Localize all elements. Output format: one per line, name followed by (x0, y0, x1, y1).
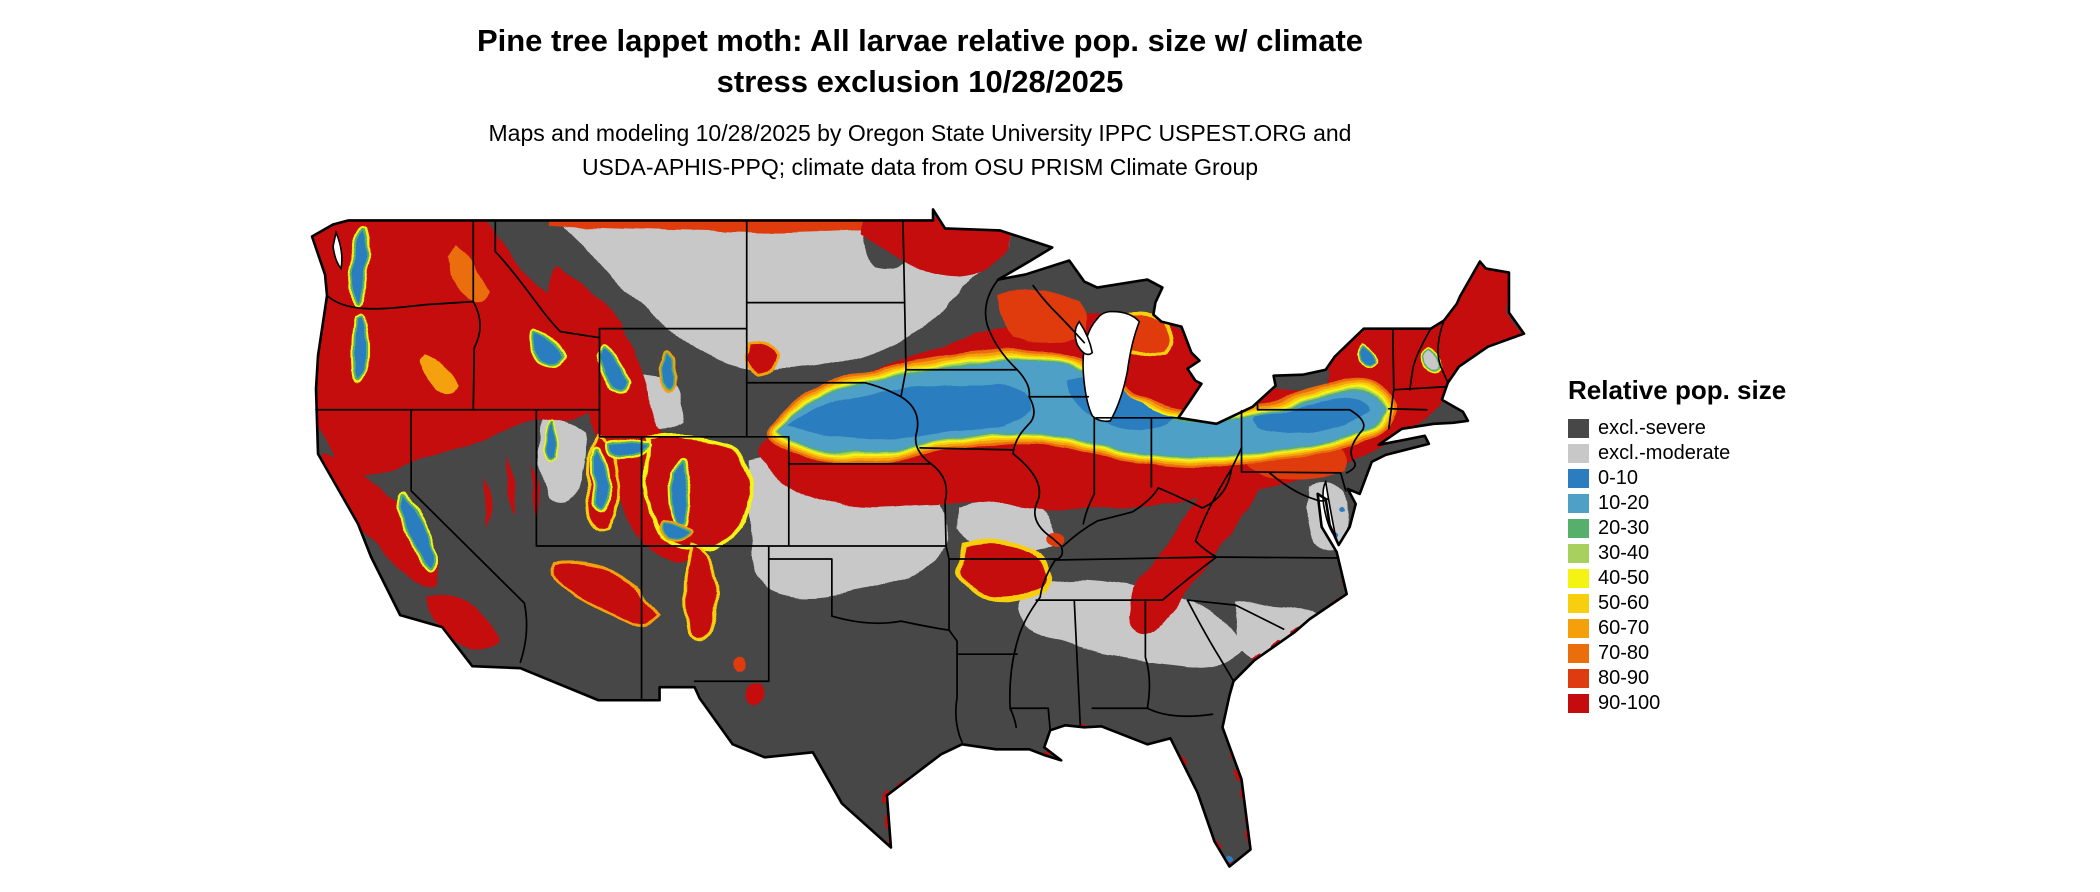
legend-swatch-g30 (1568, 544, 1589, 563)
legend-item: excl.-severe (1568, 416, 1786, 441)
legend-swatch-o60 (1568, 619, 1589, 638)
legend-item: 90-100 (1568, 691, 1786, 716)
legend-item: 30-40 (1568, 541, 1786, 566)
legend-swatch-r80 (1568, 669, 1589, 688)
legend-label: 50-60 (1598, 592, 1650, 614)
subtitle-line-1: Maps and modeling 10/28/2025 by Oregon S… (488, 120, 1352, 146)
region-appalachians-high (1128, 434, 1263, 638)
map-fill-layers (312, 209, 1524, 867)
region-midwest-band-0-10 (788, 383, 1030, 438)
page-subtitle: Maps and modeling 10/28/2025 by Oregon S… (0, 116, 1840, 184)
legend-label: excl.-moderate (1598, 442, 1731, 464)
legend: Relative pop. size excl.-severe excl.-mod… (1568, 375, 1786, 716)
legend-rows: excl.-severe excl.-moderate 0-10 10-20 20-30… (1568, 416, 1786, 716)
region-ozarks-high (954, 539, 1050, 604)
legend-swatch-mod (1568, 444, 1589, 463)
legend-swatch-y50 (1568, 594, 1589, 613)
legend-label: 10-20 (1598, 492, 1650, 514)
lake-michigan (1082, 310, 1141, 423)
legend-item: 40-50 (1568, 566, 1786, 591)
legend-item: 70-80 (1568, 641, 1786, 666)
puget-sound (332, 229, 343, 271)
legend-swatch-b0 (1568, 469, 1589, 488)
legend-swatch-sev (1568, 419, 1589, 438)
title-line-1: Pine tree lappet moth: All larvae relati… (476, 23, 1364, 58)
legend-item: excl.-moderate (1568, 441, 1786, 466)
legend-swatch-y40 (1568, 569, 1589, 588)
legend-label: excl.-severe (1598, 417, 1706, 439)
mississippi-river-border (984, 278, 1064, 729)
subtitle-line-2: USDA-APHIS-PPQ; climate data from OSU PR… (581, 154, 1259, 180)
legend-swatch-r90 (1568, 694, 1589, 713)
page-title: Pine tree lappet moth: All larvae relati… (0, 20, 1840, 102)
state-borders (315, 219, 1449, 744)
legend-swatch-b10 (1568, 494, 1589, 513)
legend-label: 0-10 (1598, 467, 1639, 489)
legend-item: 60-70 (1568, 616, 1786, 641)
title-line-2: stress exclusion 10/28/2025 (716, 64, 1124, 99)
legend-item: 20-30 (1568, 516, 1786, 541)
legend-item: 0-10 (1568, 466, 1786, 491)
legend-item: 80-90 (1568, 666, 1786, 691)
legend-label: 90-100 (1598, 692, 1661, 714)
us-map (308, 206, 1528, 884)
legend-label: 60-70 (1598, 617, 1650, 639)
header: Pine tree lappet moth: All larvae relati… (0, 20, 1840, 184)
legend-swatch-g20 (1568, 519, 1589, 538)
legend-label: 30-40 (1598, 542, 1650, 564)
legend-swatch-o70 (1568, 644, 1589, 663)
us-map-svg (310, 208, 1526, 868)
legend-label: 70-80 (1598, 642, 1650, 664)
legend-label: 40-50 (1598, 567, 1650, 589)
legend-label: 80-90 (1598, 667, 1650, 689)
legend-item: 50-60 (1568, 591, 1786, 616)
legend-label: 20-30 (1598, 517, 1650, 539)
legend-item: 10-20 (1568, 491, 1786, 516)
legend-title: Relative pop. size (1568, 375, 1787, 405)
